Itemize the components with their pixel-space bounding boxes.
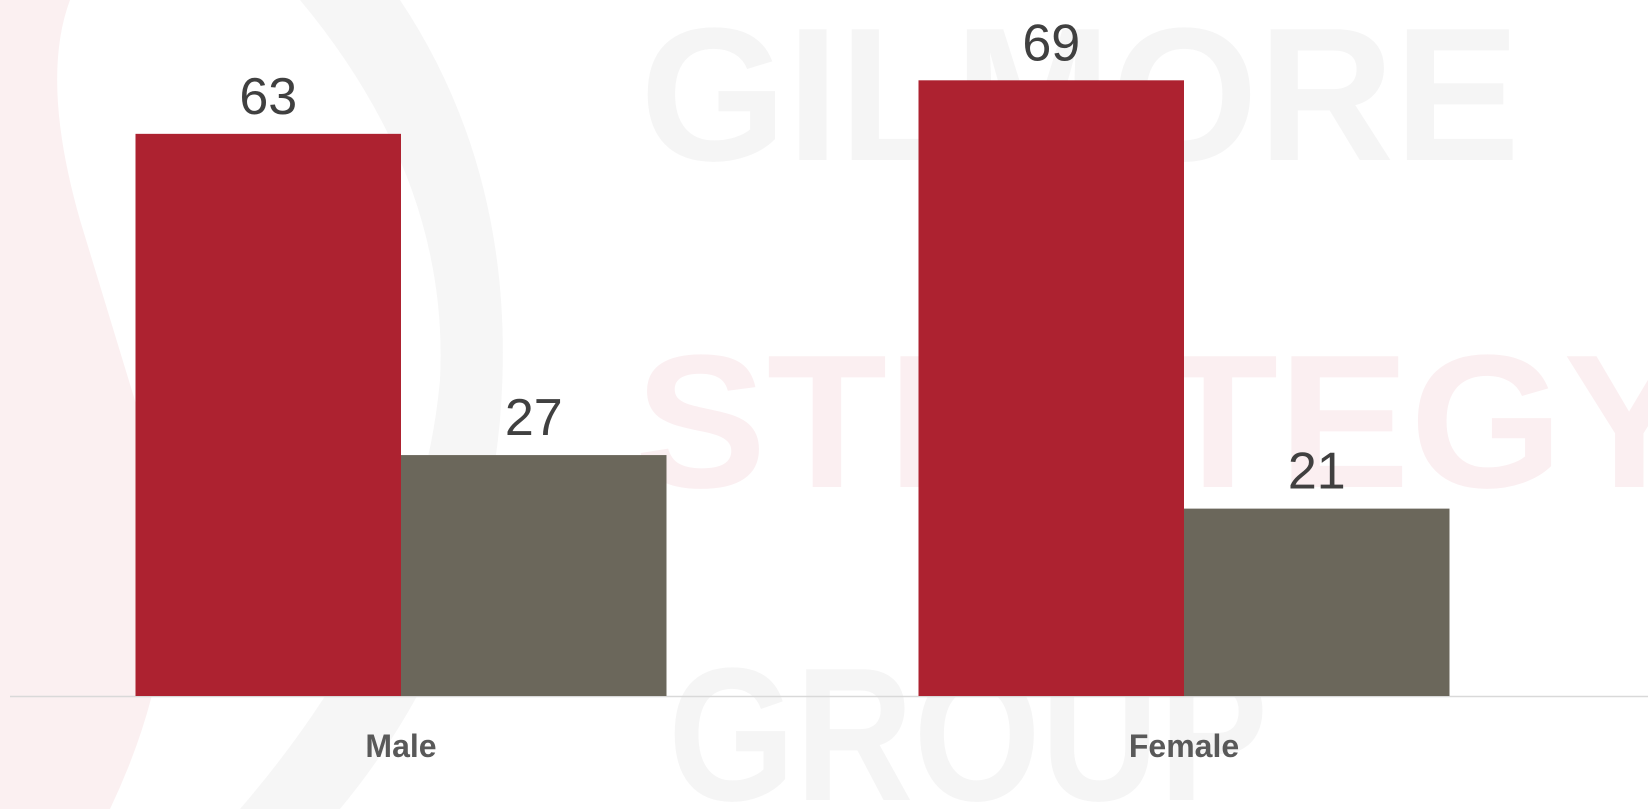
bar bbox=[1184, 508, 1450, 696]
bar bbox=[135, 133, 401, 696]
value-label: 69 bbox=[1022, 14, 1080, 72]
watermark-shape bbox=[0, 0, 168, 809]
value-label: 21 bbox=[1288, 443, 1346, 501]
x-tick-label: Female bbox=[1129, 728, 1239, 764]
bar bbox=[401, 455, 667, 696]
bar bbox=[918, 80, 1184, 697]
value-label: 63 bbox=[239, 68, 297, 126]
x-tick-label: Male bbox=[365, 728, 436, 764]
value-label: 27 bbox=[505, 389, 563, 447]
